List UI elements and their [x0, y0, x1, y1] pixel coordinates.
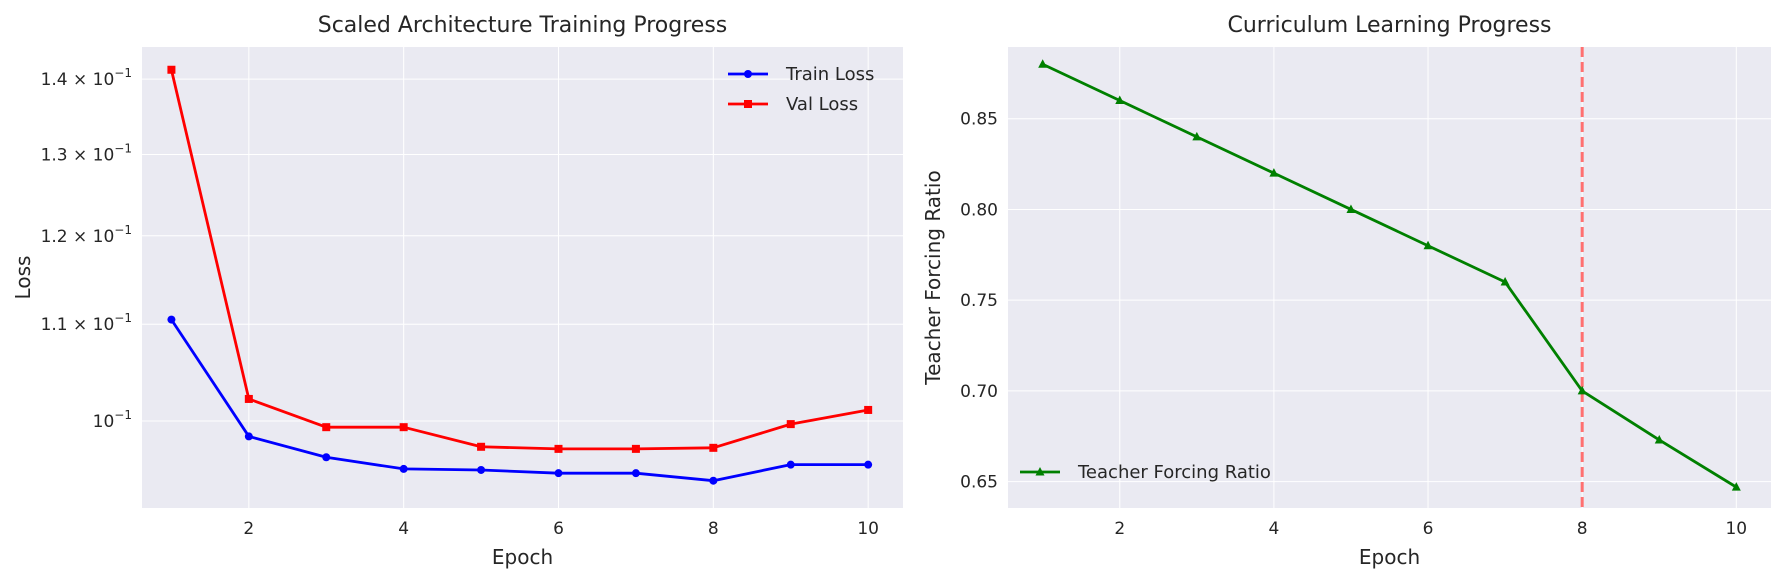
y-tick-label: 0.80: [960, 200, 998, 220]
series-val-loss: [167, 65, 873, 453]
legend-marker: [744, 100, 752, 108]
y-axis-label: Teacher Forcing Ratio: [921, 170, 945, 385]
y-tick-label: 1.3 × 10−1: [41, 141, 132, 165]
data-point: [864, 460, 873, 469]
x-tick-label: 4: [1268, 519, 1279, 539]
x-tick-label: 10: [1725, 519, 1747, 539]
series-teacher-forcing-ratio: [1038, 59, 1741, 491]
data-point: [167, 65, 176, 74]
series-train-loss: [167, 315, 873, 485]
data-point: [477, 465, 486, 474]
subplot-1: 2 4 6 8 10 10−1 1.1 × 10−1 1.2 × 10−1 1.3 × 10−1…: [11, 13, 903, 569]
x-tick-label: 6: [553, 519, 564, 539]
data-point: [399, 423, 408, 432]
data-point: [1192, 131, 1202, 141]
data-point: [786, 460, 795, 469]
grid: [142, 47, 903, 508]
data-point: [554, 444, 563, 453]
legend-marker: [744, 70, 752, 78]
x-axis-label: Epoch: [1359, 545, 1420, 569]
data-point: [1038, 59, 1048, 68]
y-tick-label: 0.70: [960, 382, 998, 402]
y-tick-label: 1.1 × 10−1: [41, 311, 132, 335]
legend-label: Val Loss: [786, 94, 858, 115]
legend: Teacher Forcing Ratio: [1020, 462, 1271, 483]
data-point: [399, 464, 408, 473]
grid: [1008, 47, 1771, 508]
x-tick-label: 4: [398, 519, 409, 539]
x-tick-label: 8: [1577, 519, 1588, 539]
subplot-2: 2 4 6 8 10 0.65 0.70 0.75 0.80 0.85 Curriculum Lea…: [921, 13, 1771, 569]
data-point: [554, 469, 563, 478]
data-point: [1423, 240, 1433, 250]
x-tick-label: 8: [708, 519, 719, 539]
data-point: [631, 469, 640, 478]
series-line: [170, 318, 869, 483]
data-point: [322, 423, 331, 432]
x-tick-label: 6: [1423, 519, 1434, 539]
y-tick-label: 0.75: [960, 291, 998, 311]
data-point: [244, 432, 253, 441]
x-tick-label: 2: [243, 519, 254, 539]
plot-area: [142, 47, 903, 508]
legend-label: Train Loss: [785, 64, 874, 85]
y-tick-label: 10−1: [93, 408, 132, 432]
y-tick-label: 0.65: [960, 473, 998, 493]
x-tick-label: 2: [1114, 519, 1125, 539]
data-point: [1500, 277, 1510, 286]
data-point: [1577, 385, 1587, 395]
data-point: [1346, 204, 1356, 213]
data-point: [1269, 168, 1279, 177]
data-point: [786, 420, 795, 429]
data-point: [1654, 434, 1664, 444]
data-point: [709, 443, 718, 452]
y-tick-label: 0.85: [960, 110, 998, 130]
x-tick-label: 10: [857, 519, 879, 539]
x-axis-label: Epoch: [492, 545, 553, 569]
data-point: [864, 405, 873, 414]
data-point: [631, 444, 640, 453]
legend-label: Teacher Forcing Ratio: [1077, 462, 1271, 483]
data-point: [1731, 482, 1741, 491]
chart-title: Scaled Architecture Training Progress: [318, 13, 728, 38]
chart-title: Curriculum Learning Progress: [1227, 13, 1551, 38]
y-axis-label: Loss: [11, 256, 35, 300]
data-point: [477, 442, 486, 451]
data-point: [322, 453, 331, 462]
series-line: [170, 69, 869, 451]
series-line: [1042, 62, 1738, 489]
y-tick-label: 1.4 × 10−1: [41, 66, 132, 90]
data-point: [1115, 95, 1125, 105]
data-point: [709, 476, 718, 485]
data-point: [167, 315, 176, 324]
legend-marker: [1035, 467, 1045, 476]
legend: Train Loss Val Loss: [728, 64, 874, 115]
data-point: [244, 394, 253, 403]
y-tick-label: 1.2 × 10−1: [41, 223, 132, 247]
